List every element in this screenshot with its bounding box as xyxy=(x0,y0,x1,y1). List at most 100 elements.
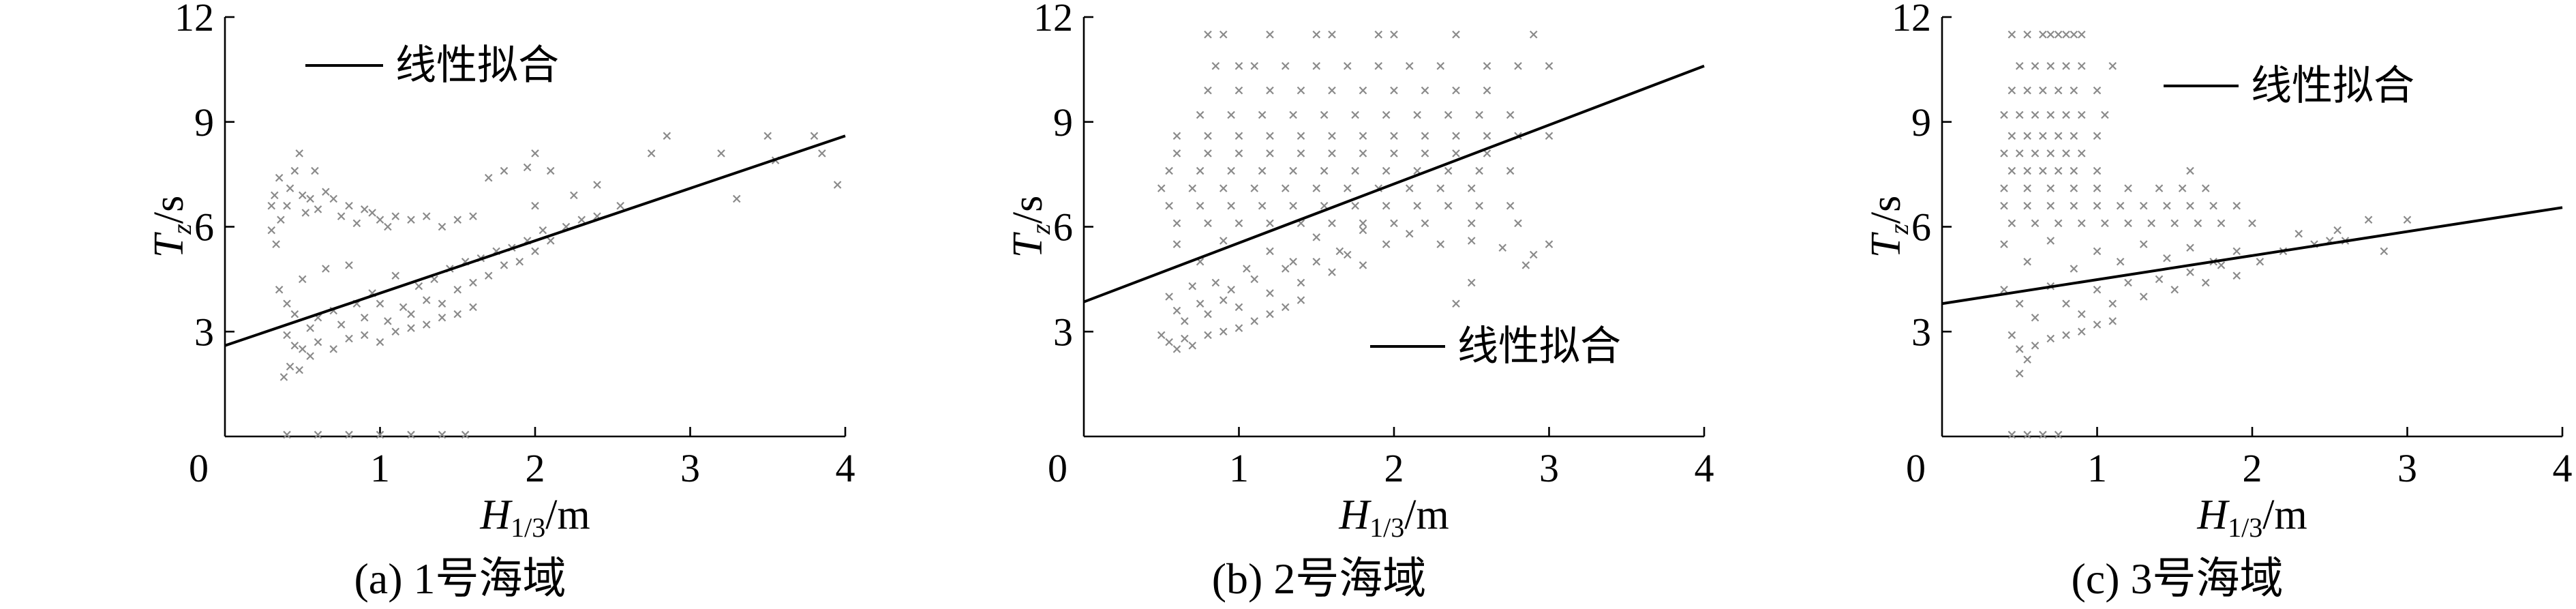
scatter-point xyxy=(2031,219,2040,228)
scatter-point xyxy=(1436,184,1445,192)
scatter-point xyxy=(1467,184,1476,192)
linear-fit-line xyxy=(1941,206,2563,306)
scatter-point xyxy=(2093,247,2102,256)
origin-tick-label: 0 xyxy=(1048,446,1067,490)
legend-label: 线性拟合 xyxy=(1457,323,1621,370)
scatter-point xyxy=(2093,184,2102,192)
scatter-point xyxy=(1312,257,1321,266)
scatter-point xyxy=(2093,321,2102,329)
scatter-point xyxy=(1351,110,1359,119)
scatter-point xyxy=(1421,86,1429,95)
scatter-point xyxy=(1320,166,1329,175)
scatter-point xyxy=(2139,201,2148,210)
scatter-point xyxy=(1444,110,1453,119)
scatter-point xyxy=(2062,149,2070,158)
scatter-point xyxy=(2007,86,2016,95)
scatter-point xyxy=(1266,247,1274,256)
scatter-point xyxy=(2046,334,2055,343)
scatter-point xyxy=(1343,250,1352,259)
scatter-point xyxy=(2000,285,2008,294)
scatter-point xyxy=(1219,30,1228,39)
scatter-point xyxy=(2023,355,2031,364)
scatter-point xyxy=(1281,265,1290,273)
scatter-point xyxy=(1444,166,1453,175)
scatter-point xyxy=(2364,216,2373,224)
scatter-point xyxy=(1328,219,1336,228)
scatter-point xyxy=(1328,132,1336,140)
scatter-point xyxy=(647,149,656,158)
scatter-point xyxy=(2232,201,2241,210)
scatter-point xyxy=(376,299,384,308)
scatter-point xyxy=(1382,240,1391,248)
scatter-point xyxy=(283,299,291,308)
scatter-point xyxy=(2007,219,2016,228)
scatter-point xyxy=(1483,61,1491,70)
scatter-point xyxy=(1250,61,1259,70)
x-tick-label: 4 xyxy=(1695,446,1714,490)
scatter-point xyxy=(1181,317,1189,325)
scatter-point xyxy=(2403,216,2412,224)
scatter-point xyxy=(2015,299,2024,308)
scatter-point xyxy=(1227,201,1235,210)
scatter-point xyxy=(345,201,353,210)
scatter-point xyxy=(763,132,772,140)
scatter-point xyxy=(329,194,338,203)
scatter-point xyxy=(546,166,555,175)
legend-label: 线性拟合 xyxy=(395,42,559,89)
scatter-point xyxy=(2209,201,2217,210)
scatter-point xyxy=(1157,184,1166,192)
scatter-point xyxy=(1475,110,1483,119)
scatter-point xyxy=(2007,331,2016,340)
scatter-point xyxy=(1266,289,1274,297)
scatter-point xyxy=(1204,86,1212,95)
scatter-point xyxy=(2163,201,2171,210)
scatter-point xyxy=(1219,237,1228,245)
scatter-point xyxy=(2077,149,2086,158)
scatter-point xyxy=(2077,61,2086,70)
scatter-point xyxy=(286,362,294,371)
scatter-point xyxy=(399,303,408,312)
scatter-point xyxy=(2062,30,2070,39)
scatter-point xyxy=(2170,285,2179,294)
scatter-point xyxy=(2039,430,2047,439)
scatter-point xyxy=(1444,201,1453,210)
scatter-point xyxy=(2093,86,2102,95)
scatter-point xyxy=(2023,166,2031,175)
scatter-point xyxy=(1320,110,1329,119)
scatter-point xyxy=(500,166,509,175)
scatter-point xyxy=(1204,331,1212,340)
scatter-point xyxy=(2116,201,2125,210)
scatter-point xyxy=(1483,132,1491,140)
scatter-point xyxy=(295,366,303,374)
y-tick-label: 6 xyxy=(1911,205,1931,250)
scatter-point xyxy=(1289,110,1297,119)
scatter-point xyxy=(1545,240,1554,248)
scatter-point xyxy=(1405,61,1414,70)
scatter-point xyxy=(2000,110,2008,119)
scatter-point xyxy=(1281,61,1290,70)
scatter-point xyxy=(314,205,322,213)
scatter-point xyxy=(345,261,353,269)
scatter-point xyxy=(1529,250,1538,259)
scatter-point xyxy=(2023,430,2031,439)
y-tick-label: 6 xyxy=(1053,205,1073,250)
x-tick-label: 3 xyxy=(680,446,700,490)
scatter-point xyxy=(283,201,291,210)
scatter-point xyxy=(1514,61,1522,70)
scatter-point xyxy=(1390,149,1398,158)
scatter-point xyxy=(345,430,353,439)
scatter-point xyxy=(283,331,291,340)
scatter-point xyxy=(2101,110,2109,119)
scatter-point xyxy=(2093,201,2102,210)
scatter-point xyxy=(2007,166,2016,175)
scatter-point xyxy=(290,310,299,318)
scatter-point xyxy=(1219,327,1228,336)
scatter-point xyxy=(2046,184,2055,192)
scatter-point xyxy=(1172,306,1181,315)
y-tick-label: 12 xyxy=(1033,0,1073,40)
scatter-point xyxy=(2077,219,2086,228)
scatter-point xyxy=(469,212,477,220)
scatter-point xyxy=(275,173,284,182)
scatter-point xyxy=(1343,184,1352,192)
linear-fit-line xyxy=(1083,64,1705,303)
